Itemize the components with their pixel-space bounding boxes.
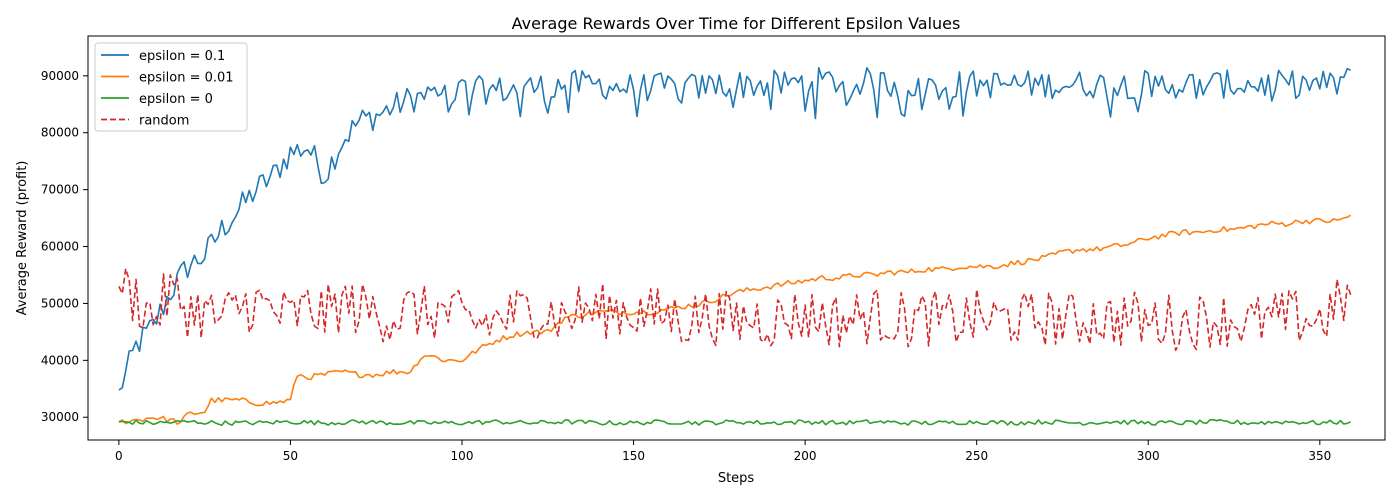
plot-area — [118, 67, 1352, 427]
x-axis-label: Steps — [718, 471, 755, 486]
x-tick-label: 50 — [283, 449, 298, 463]
y-tick-label: 80000 — [41, 126, 79, 140]
x-tick-label: 150 — [622, 449, 645, 463]
series-line-1 — [118, 214, 1352, 426]
series-line-0 — [118, 67, 1352, 391]
legend-label: epsilon = 0.01 — [139, 71, 234, 86]
x-axis: 0 50 100 150 200 250 300 350 — [115, 440, 1331, 463]
y-tick-label: 50000 — [41, 296, 79, 310]
legend-label: random — [139, 114, 189, 129]
legend-label: epsilon = 0 — [139, 92, 213, 107]
x-tick-label: 100 — [451, 449, 474, 463]
x-tick-label: 200 — [794, 449, 817, 463]
y-tick-label: 90000 — [41, 69, 79, 83]
y-tick-label: 60000 — [41, 240, 79, 254]
chart-title: Average Rewards Over Time for Different … — [512, 14, 961, 33]
x-tick-label: 300 — [1137, 449, 1160, 463]
legend: epsilon = 0.1 epsilon = 0.01 epsilon = 0 ra… — [94, 42, 248, 132]
legend-box — [94, 42, 248, 132]
y-axis-label: Average Reward (profit) — [15, 161, 30, 316]
y-axis: 30000 40000 50000 60000 70000 80000 90000 — [41, 69, 88, 424]
plot-frame — [87, 35, 1386, 441]
series-line-2 — [118, 418, 1352, 427]
x-tick-label: 350 — [1308, 449, 1331, 463]
y-tick-label: 40000 — [41, 353, 79, 367]
x-tick-label: 250 — [965, 449, 988, 463]
legend-label: epsilon = 0.1 — [139, 49, 225, 64]
y-tick-label: 30000 — [41, 410, 79, 424]
x-tick-label: 0 — [115, 449, 123, 463]
series-line-3 — [118, 267, 1352, 352]
y-tick-label: 70000 — [41, 183, 79, 197]
